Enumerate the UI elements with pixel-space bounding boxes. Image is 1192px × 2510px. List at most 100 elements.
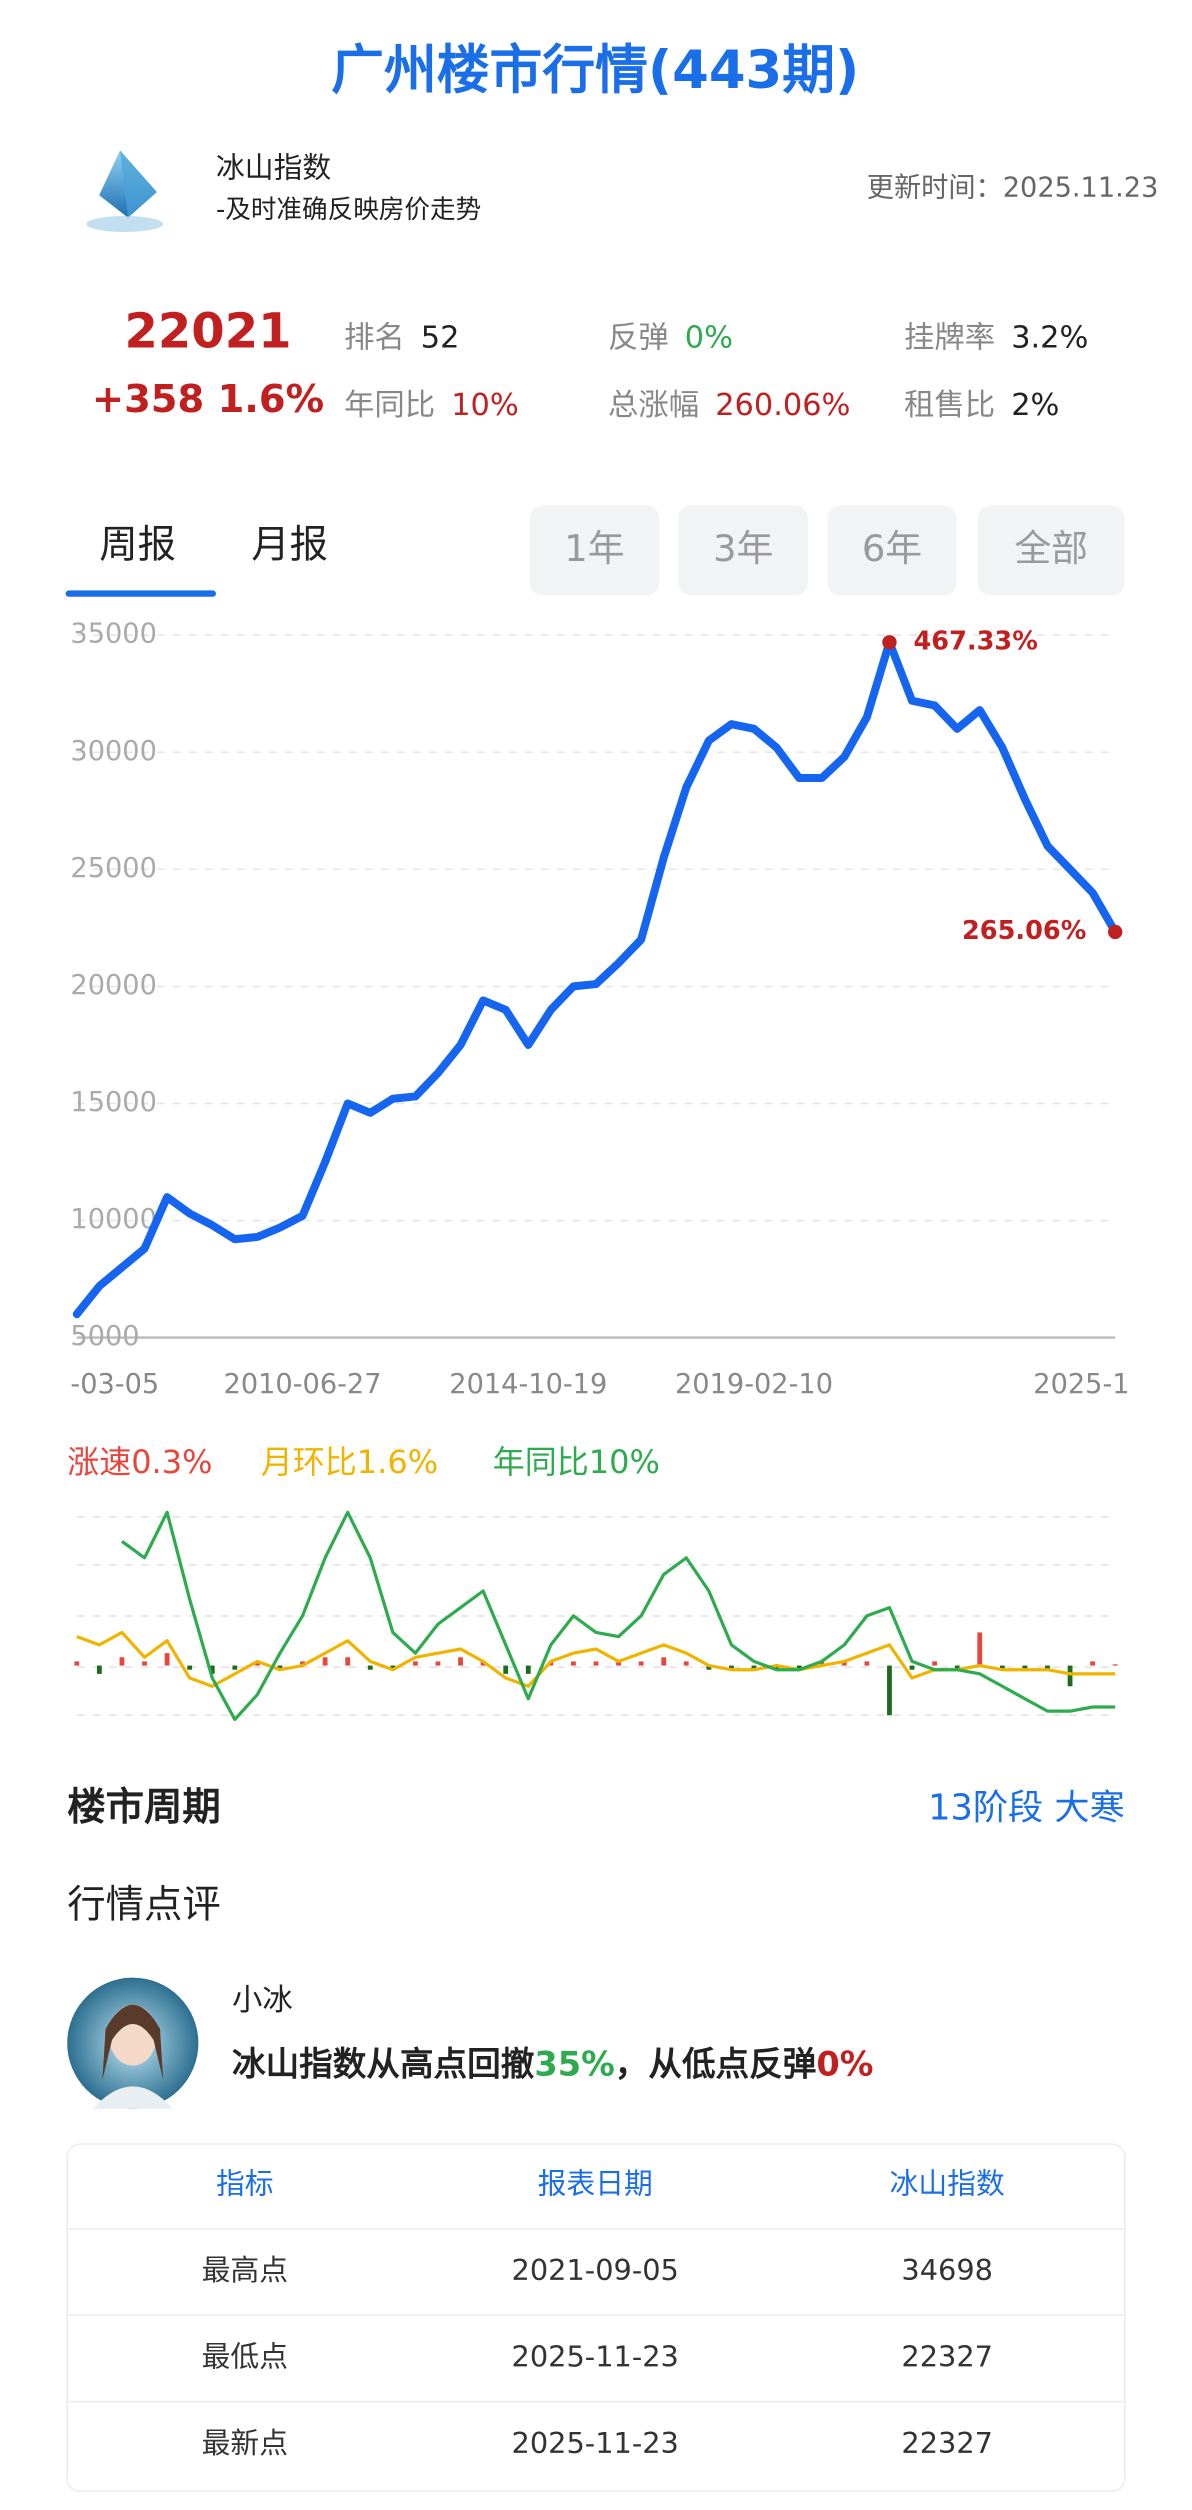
indicator-grid bbox=[76, 1516, 1116, 1716]
speed-bar bbox=[254, 1663, 260, 1666]
stat-label: 排名 bbox=[344, 321, 405, 356]
stat-value: 52 bbox=[421, 321, 460, 356]
tab-underline bbox=[65, 590, 216, 597]
stat-label: 租售比 bbox=[904, 388, 995, 423]
speed-bar bbox=[1112, 1664, 1118, 1666]
range-button[interactable] bbox=[678, 505, 808, 596]
comment-drawdown: 35% bbox=[534, 2044, 614, 2083]
comment-rebound: 0% bbox=[816, 2044, 873, 2083]
speed-bar bbox=[751, 1665, 757, 1670]
x-tick-label: 2019-02-10 bbox=[675, 1369, 833, 1400]
comment-text: ，从低点反弹 bbox=[615, 2044, 817, 2083]
cycle-stage: 13阶段 大寒 bbox=[928, 1788, 1125, 1829]
tab[interactable]: 月报 bbox=[251, 523, 328, 568]
page-title: 广州楼市行情(443期) bbox=[331, 40, 859, 101]
speed-bar bbox=[864, 1661, 870, 1666]
speed-bar bbox=[435, 1661, 441, 1666]
annotation: 467.33% bbox=[913, 626, 1037, 656]
table-cell: 22327 bbox=[901, 2339, 993, 2373]
update-time: 更新时间：2025.11.23 bbox=[867, 172, 1159, 203]
speed-bar bbox=[367, 1665, 373, 1670]
speed-bar bbox=[96, 1665, 102, 1674]
table-header: 冰山指数 bbox=[890, 2167, 1005, 2201]
review-title: 行情点评 bbox=[67, 1883, 221, 1928]
brand: 冰山指数 bbox=[216, 151, 331, 185]
stat-value: 3.2% bbox=[1011, 321, 1088, 356]
speed-bar bbox=[458, 1657, 463, 1666]
table-header: 报表日期 bbox=[538, 2167, 653, 2201]
speed-bar bbox=[1090, 1661, 1096, 1666]
stat-label: 总涨幅 bbox=[608, 388, 699, 423]
speed-bar bbox=[164, 1653, 170, 1666]
speed-bar bbox=[525, 1665, 531, 1674]
index-value: 22021 bbox=[125, 303, 292, 359]
table-cell: 最新点 bbox=[202, 2426, 288, 2460]
speed-bar bbox=[119, 1657, 125, 1666]
speed-bar bbox=[887, 1665, 892, 1716]
table-cell: 22327 bbox=[901, 2426, 993, 2460]
speed-bar bbox=[1067, 1665, 1073, 1687]
y-tick-label: 30000 bbox=[70, 736, 156, 767]
stat-label: 年同比 bbox=[344, 388, 435, 423]
speed-bar bbox=[571, 1661, 576, 1666]
legend-entry: 年同比10% bbox=[493, 1443, 660, 1481]
speed-bar bbox=[683, 1661, 689, 1666]
range-label[interactable]: 6年 bbox=[862, 527, 922, 570]
table-cell: 最低点 bbox=[202, 2339, 288, 2373]
stat-value: 10% bbox=[451, 388, 519, 423]
x-tick-label: 2025-1 bbox=[1033, 1369, 1129, 1400]
speed-bar bbox=[322, 1657, 328, 1666]
range-button[interactable] bbox=[529, 505, 660, 596]
y-tick-label: 20000 bbox=[70, 970, 156, 1001]
speed-bar bbox=[209, 1665, 215, 1674]
y-tick-label: 15000 bbox=[70, 1087, 156, 1118]
speed-bar bbox=[1022, 1665, 1028, 1670]
cycle-title: 楼市周期 bbox=[67, 1785, 221, 1830]
review-author: 小冰 bbox=[232, 1983, 293, 2018]
speed-bar bbox=[232, 1665, 238, 1670]
table-cell: 2025-11-23 bbox=[512, 2426, 679, 2460]
speed-bar bbox=[932, 1661, 938, 1666]
range-button[interactable] bbox=[977, 505, 1125, 596]
x-tick-label: 2014-10-19 bbox=[449, 1369, 607, 1400]
speed-bar bbox=[345, 1657, 351, 1666]
index-line bbox=[72, 638, 1120, 1319]
speed-bar bbox=[1045, 1665, 1050, 1670]
speed-bar bbox=[706, 1665, 712, 1670]
stat-label: 反弹 bbox=[608, 321, 669, 356]
range-button[interactable] bbox=[827, 505, 957, 596]
peak-point bbox=[882, 635, 897, 650]
avatar bbox=[67, 1977, 199, 2109]
legend-entry: 涨速0.3% bbox=[67, 1443, 212, 1481]
speed-bar bbox=[661, 1657, 667, 1666]
tab[interactable]: 周报 bbox=[99, 523, 176, 568]
stat-label: 挂牌率 bbox=[904, 321, 995, 356]
speed-bar bbox=[503, 1665, 509, 1674]
slogan: -及时准确反映房价走势 bbox=[216, 195, 481, 225]
x-tick-label: 2010-06-27 bbox=[224, 1369, 382, 1400]
range-label[interactable]: 全部 bbox=[1014, 527, 1088, 570]
range-label[interactable]: 3年 bbox=[713, 527, 773, 570]
speed-bar bbox=[593, 1661, 599, 1666]
stat-value: 260.06% bbox=[715, 388, 850, 423]
speed-bar bbox=[638, 1661, 644, 1666]
speed-bar bbox=[187, 1665, 193, 1670]
speed-bar bbox=[413, 1661, 418, 1666]
speed-bar bbox=[796, 1665, 802, 1670]
legend-entry: 月环比1.6% bbox=[261, 1443, 438, 1481]
logo bbox=[86, 150, 164, 232]
speed-bar bbox=[480, 1661, 486, 1666]
stat-value: 2% bbox=[1011, 388, 1059, 423]
range-label[interactable]: 1年 bbox=[564, 527, 624, 570]
x-tick-label: -03-05 bbox=[70, 1369, 159, 1400]
review-comment: 冰山指数从高点回撤35%，从低点反弹0% bbox=[232, 2044, 873, 2083]
comment-text: 冰山指数从高点回撤 bbox=[232, 2044, 535, 2083]
table-cell: 34698 bbox=[901, 2253, 993, 2287]
indicator-line bbox=[121, 1510, 1116, 1722]
y-tick-label: 25000 bbox=[70, 853, 156, 884]
y-tick-label: 5000 bbox=[70, 1321, 139, 1352]
table-header: 指标 bbox=[216, 2167, 274, 2201]
speed-bar bbox=[142, 1661, 147, 1666]
y-tick-label: 10000 bbox=[70, 1204, 156, 1235]
